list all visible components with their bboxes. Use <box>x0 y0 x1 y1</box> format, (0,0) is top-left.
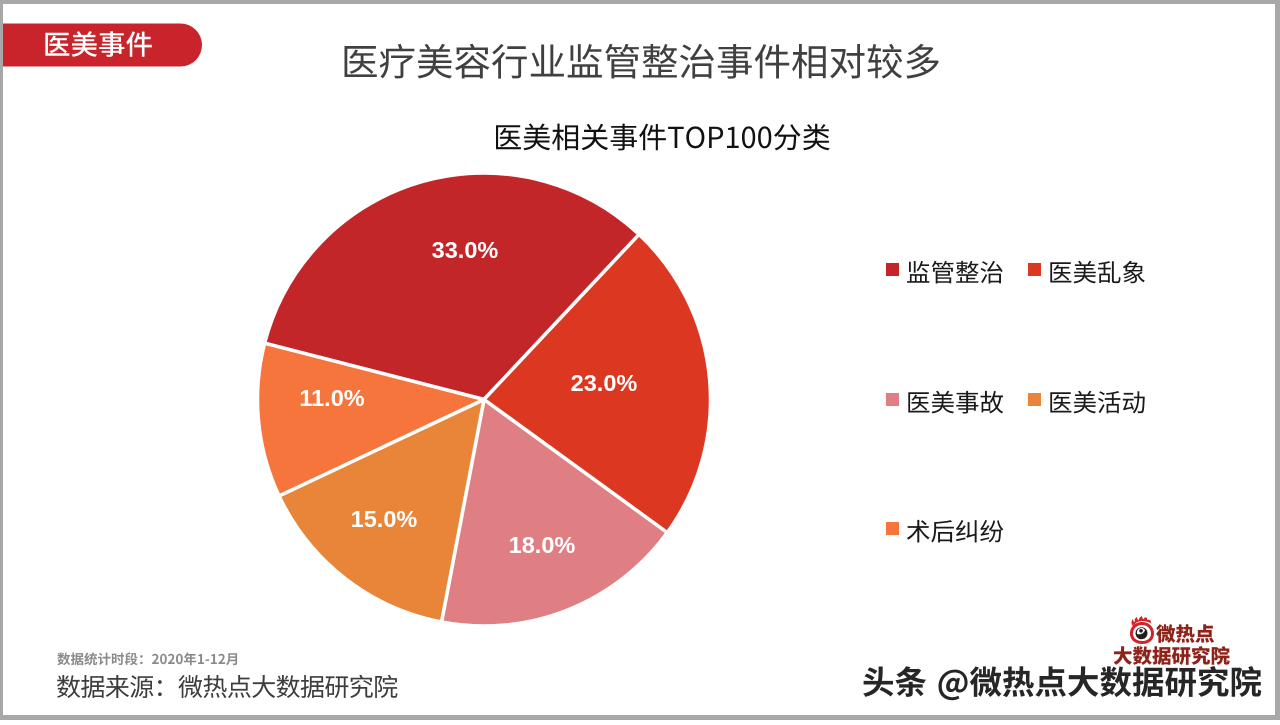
svg-text:15.0%: 15.0% <box>351 506 418 532</box>
svg-text:18.0%: 18.0% <box>509 532 576 558</box>
svg-text:11.0%: 11.0% <box>299 385 364 411</box>
svg-text:33.0%: 33.0% <box>432 237 499 263</box>
svg-text:23.0%: 23.0% <box>571 370 638 396</box>
